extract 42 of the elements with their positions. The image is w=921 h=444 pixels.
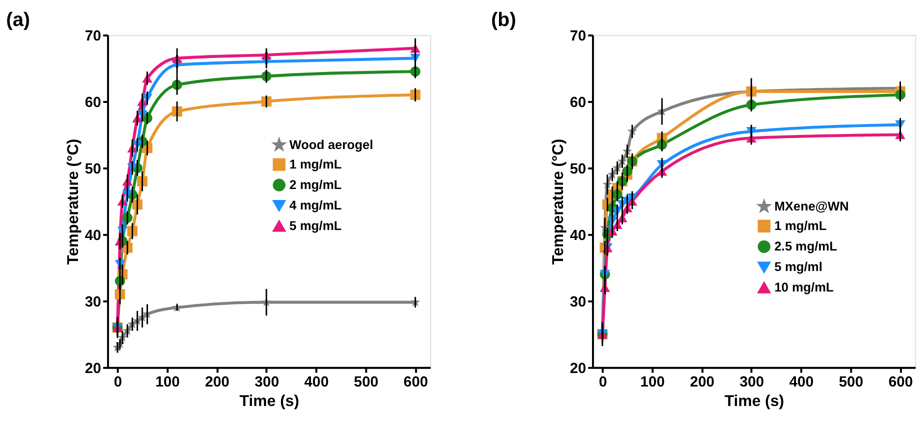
y-tick-label: 50	[570, 161, 586, 178]
legend-label: Wood aerogel	[289, 136, 374, 152]
legend-label: 1 mg/mL	[774, 218, 827, 234]
x-tick-label: 200	[690, 374, 714, 390]
x-tick-label: 500	[838, 374, 864, 390]
x-tick-label: 500	[354, 374, 378, 390]
x-tick-label: 100	[640, 374, 665, 390]
y-tick-label: 70	[570, 28, 586, 44]
x-tick-label: 400	[789, 374, 814, 390]
chart-title: (b)	[491, 9, 516, 32]
y-tick-label: 60	[570, 94, 586, 111]
x-axis-title: Time (s)	[240, 393, 300, 410]
x-tick-label: 100	[155, 374, 180, 390]
x-axis-title: Time (s)	[724, 393, 784, 410]
x-tick-label: 300	[740, 374, 764, 390]
x-tick-label: 600	[404, 374, 428, 390]
y-tick-label: 60	[84, 94, 102, 111]
legend-label: 2 mg/mL	[289, 176, 342, 192]
x-tick-label: 0	[114, 374, 122, 390]
y-axis-title: Temperature (°C)	[550, 138, 567, 265]
y-tick-label: 20	[84, 360, 102, 377]
x-tick-label: 300	[254, 374, 280, 390]
legend-label: 10 mg/mL	[774, 280, 834, 295]
legend-label: 5 mg/ml	[774, 259, 822, 274]
y-tick-label: 40	[570, 228, 586, 244]
legend-label: 4 mg/mL	[289, 198, 342, 212]
y-axis-title: Temperature (°C)	[65, 138, 82, 265]
x-tick-label: 0	[598, 374, 607, 390]
chart-title: (a)	[6, 9, 30, 32]
y-tick-label: 40	[84, 228, 102, 244]
x-tick-label: 200	[205, 374, 230, 390]
y-tick-label: 70	[84, 28, 102, 44]
x-tick-label: 400	[304, 374, 329, 390]
legend-label: 2.5 mg/mL	[774, 238, 838, 254]
y-tick-label: 30	[570, 294, 586, 310]
legend-label: 5 mg/mL	[289, 218, 342, 234]
legend-label: MXene@WN	[774, 198, 849, 214]
x-tick-label: 600	[888, 374, 913, 390]
y-tick-label: 50	[84, 161, 102, 178]
legend-label: 1 mg/mL	[289, 156, 342, 172]
y-tick-label: 20	[570, 360, 586, 377]
y-tick-label: 30	[84, 294, 102, 310]
